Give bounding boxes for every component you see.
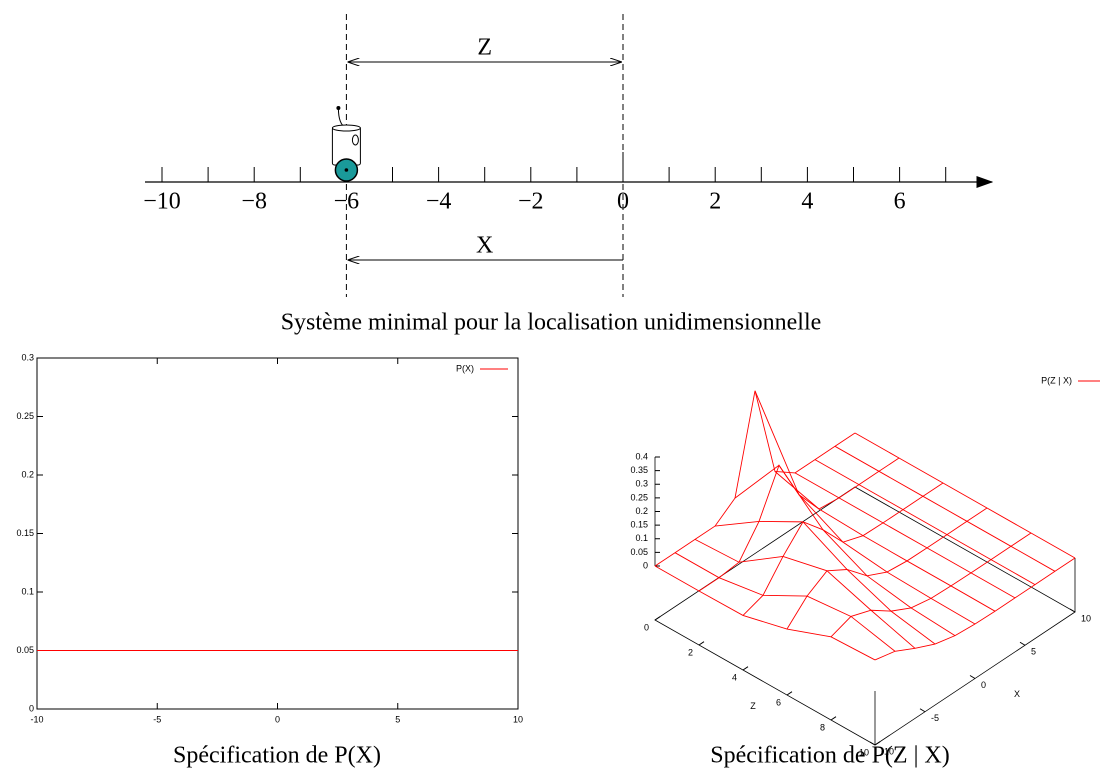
surface-column [714, 520, 936, 645]
plot-border [36, 357, 519, 710]
tick-label: −10 [143, 189, 181, 215]
tick-label: −8 [241, 189, 267, 215]
y-tick-label: 0.05 [16, 645, 34, 655]
robot-axle [344, 168, 349, 172]
tick-label: 2 [709, 189, 721, 215]
caption: Système minimal pour la localisation uni… [281, 310, 822, 336]
z-label: Z [477, 35, 492, 61]
x-axis-label: X [1014, 689, 1020, 699]
y-tick-label: 0.25 [16, 411, 34, 421]
x-dir-tick [1019, 641, 1026, 646]
x-tick-label: -10 [881, 746, 894, 756]
y-tick-label: 10 [859, 747, 869, 757]
surface-column [734, 464, 956, 637]
z-dir-tick [786, 691, 793, 696]
z-tick-label: 0.25 [630, 492, 648, 502]
chart-pzx: 0 0.05 0.1 0.15 0.2 0.25 0.3 0.35 0.4 0 2 4 6 8 10 -10 -… [630, 375, 1100, 769]
z-dir-tick [742, 666, 749, 671]
y-tick-label: 0.3 [21, 352, 34, 362]
legend-label: P(Z | X) [1041, 375, 1072, 385]
x-tick-label: -5 [931, 713, 939, 723]
x-label: X [476, 233, 493, 259]
x-tick-label: 0 [275, 714, 280, 724]
z-tick-label: 0.15 [630, 520, 648, 530]
z-dir-tick [654, 616, 661, 621]
z-dir-tick [698, 641, 705, 646]
tick-label: 6 [894, 189, 906, 215]
tick-label: −6 [334, 189, 360, 215]
chart-px: 0 0.05 0.1 0.15 0.2 0.25 0.3 -10 -5 0 5 10 P(X) Spéci… [16, 352, 523, 768]
x-tick-label: 10 [1081, 613, 1091, 623]
tick-label: −2 [518, 189, 544, 215]
diagram: −10 −8 −6 −4 −2 0 2 4 6 Z X [143, 14, 994, 297]
z-tick-label: 0.3 [635, 479, 648, 489]
surface-column [814, 459, 1036, 585]
x-tick-label: 10 [513, 714, 523, 724]
y-tick-label: 4 [732, 672, 737, 682]
x-dir-tick [869, 741, 876, 746]
robot-antenna-tip [336, 106, 341, 110]
x-tick-label: -5 [153, 714, 161, 724]
robot-top [331, 124, 361, 132]
y-tick-label: 0.1 [21, 586, 34, 596]
y-tick-label: 6 [776, 697, 781, 707]
y-tick-label: 0.2 [21, 469, 34, 479]
surface-row [654, 390, 856, 567]
x-dir-tick [969, 675, 976, 679]
x-tick-label: 0 [981, 680, 986, 690]
y-tick-label: 0 [644, 622, 649, 632]
y-tick-label: 0.15 [16, 528, 34, 538]
tick-label: −4 [426, 189, 452, 215]
y-tick-label: 2 [688, 647, 693, 657]
surface-column [694, 539, 916, 649]
y-tick-label: 8 [820, 722, 825, 732]
z-dir-tick [874, 741, 881, 746]
z-tick-label: 0.1 [635, 533, 648, 543]
y-axis-label: Z [750, 701, 756, 711]
z-tick-label: 0.4 [635, 451, 648, 461]
z-tick-label: 0.35 [630, 465, 648, 475]
x-tick-label: -10 [30, 714, 43, 724]
surface-column [774, 471, 996, 612]
caption: Spécification de P(Z | X) [710, 743, 949, 769]
surface-row [830, 532, 1032, 638]
y-tick-label: 0 [29, 703, 34, 713]
z-tick-label: 0 [643, 560, 648, 570]
surface-column [794, 472, 1016, 599]
z-tick-label: 0.05 [630, 547, 648, 557]
surface-column [854, 432, 1076, 559]
z-dir-tick [830, 716, 837, 721]
x-tick-label: 5 [1031, 647, 1036, 657]
surface-column [674, 552, 896, 652]
caption: Spécification de P(X) [173, 743, 381, 769]
legend-label: P(X) [456, 363, 474, 373]
x-tick-label: 5 [395, 714, 400, 724]
surface-column [834, 445, 1056, 572]
x-dir-tick [919, 708, 926, 713]
surface-column [754, 390, 976, 625]
surface-column [654, 565, 876, 661]
robot-eye [351, 134, 359, 146]
z-tick-label: 0.2 [635, 506, 648, 516]
tick-label: 0 [617, 189, 629, 215]
tick-label: 4 [801, 189, 813, 215]
x-dir-tick [1069, 608, 1076, 613]
